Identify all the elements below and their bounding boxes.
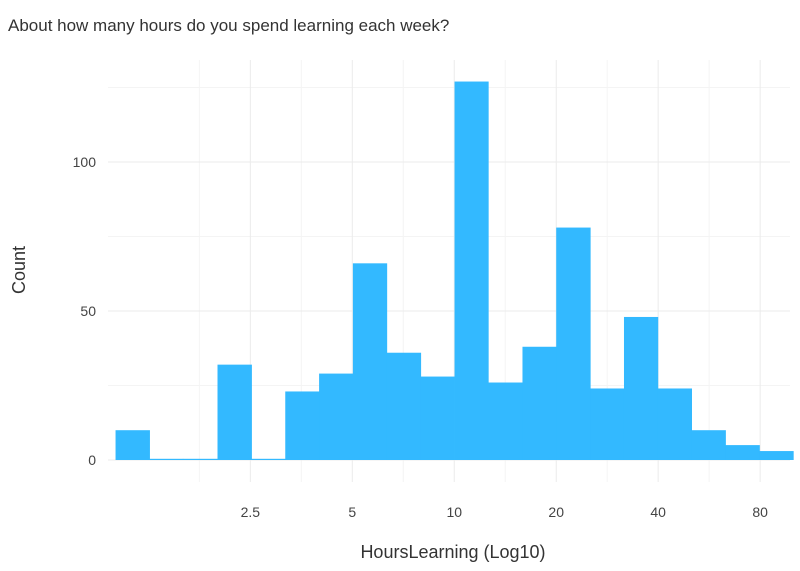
- chart-title: About how many hours do you spend learni…: [8, 16, 450, 35]
- x-tick-label: 10: [446, 504, 462, 520]
- histogram-bar: [623, 316, 659, 460]
- y-tick-label: 50: [80, 303, 96, 319]
- histogram-bar: [115, 430, 150, 460]
- histogram-bar: [657, 388, 692, 460]
- x-tick-label: 40: [650, 504, 666, 520]
- histogram-bar: [352, 263, 388, 460]
- histogram-bar: [285, 391, 320, 460]
- histogram-bar: [691, 430, 726, 460]
- histogram-bar: [454, 81, 489, 460]
- histogram-bar: [149, 458, 184, 460]
- x-axis-title: HoursLearning (Log10): [360, 542, 545, 562]
- histogram-bar: [556, 227, 591, 460]
- histogram-bar: [319, 373, 354, 460]
- x-tick-label: 5: [348, 504, 356, 520]
- histogram-bar: [759, 451, 794, 460]
- histogram-bar: [590, 388, 625, 460]
- histogram-bar: [420, 376, 455, 460]
- histogram-bar: [725, 445, 760, 460]
- y-axis-title: Count: [9, 246, 29, 294]
- histogram-bar: [217, 364, 252, 460]
- x-axis-tick-labels: 2.5 5 10 20 40 80: [241, 504, 769, 520]
- histogram-bar: [251, 458, 286, 460]
- histogram-bar: [386, 352, 422, 460]
- y-axis-tick-labels: 0 50 100: [73, 154, 97, 468]
- x-tick-label: 80: [752, 504, 768, 520]
- x-tick-label: 20: [548, 504, 564, 520]
- y-tick-label: 100: [73, 154, 97, 170]
- y-tick-label: 0: [88, 452, 96, 468]
- histogram-bars: [115, 81, 794, 460]
- histogram-bar: [522, 346, 557, 460]
- x-tick-label: 2.5: [241, 504, 261, 520]
- histogram-bar: [182, 458, 218, 460]
- histogram-bar: [488, 382, 523, 460]
